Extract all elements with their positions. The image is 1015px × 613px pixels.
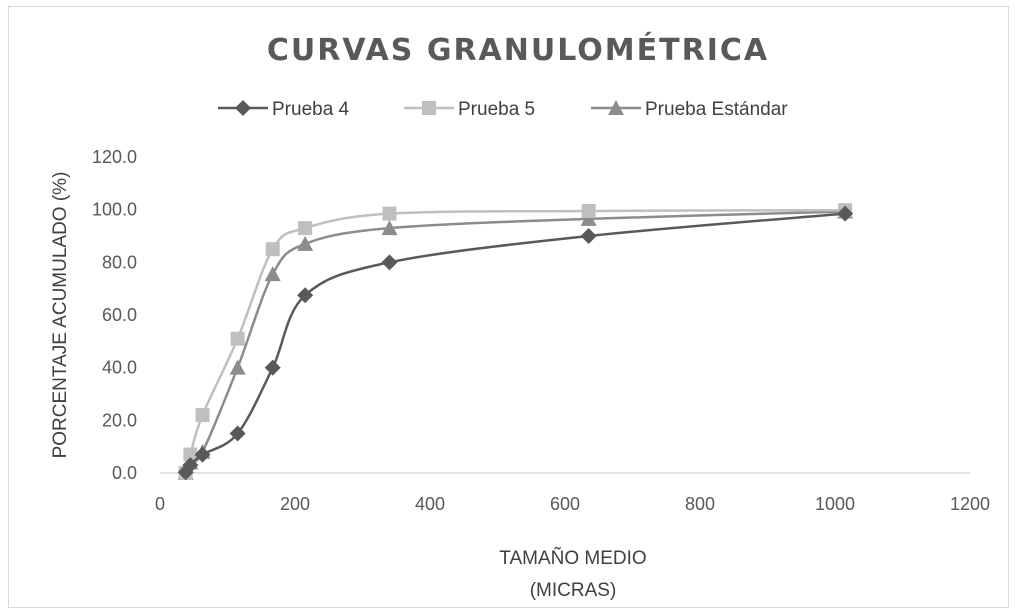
data-point-prueba-4 [264, 359, 281, 376]
chart-title: CURVAS GRANULOMÉTRICA [267, 32, 769, 68]
legend-label-prueba-estandar: Prueba Estándar [645, 99, 788, 120]
data-point-prueba-estandar [264, 266, 281, 282]
x-tick-label: 600 [550, 494, 580, 514]
y-tick-label: 40.0 [102, 358, 137, 378]
data-point-prueba-estandar [580, 210, 597, 226]
x-tick-label: 400 [415, 494, 445, 514]
y-tick-label: 0.0 [112, 463, 137, 483]
data-point-prueba-5 [265, 242, 280, 257]
x-tick-label: 800 [685, 494, 715, 514]
legend: Prueba 4 Prueba 5 Prueba Estándar [218, 99, 788, 120]
x-tick-label: 1200 [950, 494, 990, 514]
legend-label-prueba-4: Prueba 4 [272, 99, 350, 120]
data-point-prueba-5 [230, 331, 245, 346]
chart-frame [8, 6, 1009, 608]
x-tick-label: 200 [280, 494, 310, 514]
y-tick-label: 60.0 [102, 305, 137, 325]
x-axis-title-line-1: TAMAÑO MEDIO [499, 547, 646, 569]
data-point-prueba-4 [194, 446, 211, 463]
y-tick-label: 120.0 [92, 147, 137, 167]
series-line-prueba-4 [184, 212, 846, 473]
data-point-prueba-4 [837, 205, 854, 222]
data-point-prueba-5 [183, 447, 198, 462]
data-point-prueba-estandar [297, 235, 314, 251]
legend-marker-prueba-estandar [608, 100, 624, 115]
data-point-prueba-4 [297, 287, 314, 304]
data-point-prueba-estandar [229, 359, 246, 375]
legend-marker-prueba-4 [235, 100, 251, 116]
data-point-prueba-4 [182, 457, 199, 474]
y-tick-label: 20.0 [102, 410, 137, 430]
x-axis-title-line-2: (MICRAS) [530, 580, 617, 601]
y-axis-title: PORCENTAJE ACUMULADO (%) [50, 172, 71, 459]
data-point-prueba-4 [381, 254, 398, 271]
series-prueba-4 [177, 205, 854, 481]
data-point-prueba-estandar [381, 220, 398, 236]
data-point-prueba-5 [298, 221, 313, 236]
x-tick-label: 0 [155, 494, 165, 514]
legend-label-prueba-5: Prueba 5 [458, 99, 535, 120]
y-tick-label: 100.0 [92, 200, 137, 220]
data-point-prueba-4 [229, 425, 246, 442]
series-line-prueba-estandar [184, 210, 846, 474]
x-tick-label: 1000 [815, 494, 855, 514]
data-point-prueba-5 [581, 203, 596, 218]
series-line-prueba-5 [184, 208, 846, 474]
legend-marker-prueba-5 [422, 101, 436, 115]
y-tick-label: 80.0 [102, 252, 137, 272]
data-point-prueba-4 [580, 228, 597, 244]
data-point-prueba-5 [195, 408, 210, 423]
data-point-prueba-5 [382, 206, 397, 221]
